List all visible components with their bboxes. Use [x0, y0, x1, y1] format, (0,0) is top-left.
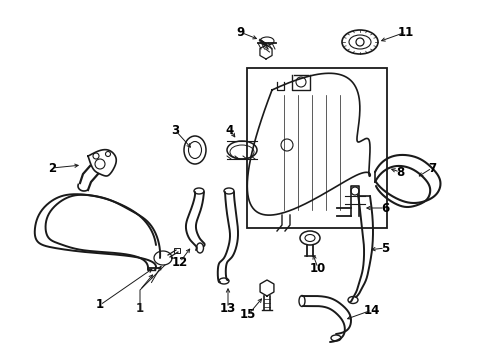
Bar: [174, 248, 180, 253]
Text: 14: 14: [364, 303, 380, 316]
Text: 7: 7: [428, 162, 436, 175]
Text: 11: 11: [398, 26, 414, 39]
Text: 6: 6: [381, 202, 389, 215]
Text: 1: 1: [96, 298, 104, 311]
Text: 10: 10: [310, 261, 326, 274]
Text: 8: 8: [396, 166, 404, 179]
Text: 5: 5: [381, 242, 389, 255]
Bar: [247, 68, 387, 228]
Text: 15: 15: [240, 309, 256, 321]
Text: 9: 9: [236, 26, 244, 39]
Text: 2: 2: [48, 162, 56, 175]
Text: 3: 3: [171, 123, 179, 136]
Text: 4: 4: [226, 123, 234, 136]
Text: 12: 12: [172, 256, 188, 269]
Text: 13: 13: [220, 302, 236, 315]
Text: 1: 1: [136, 302, 144, 315]
